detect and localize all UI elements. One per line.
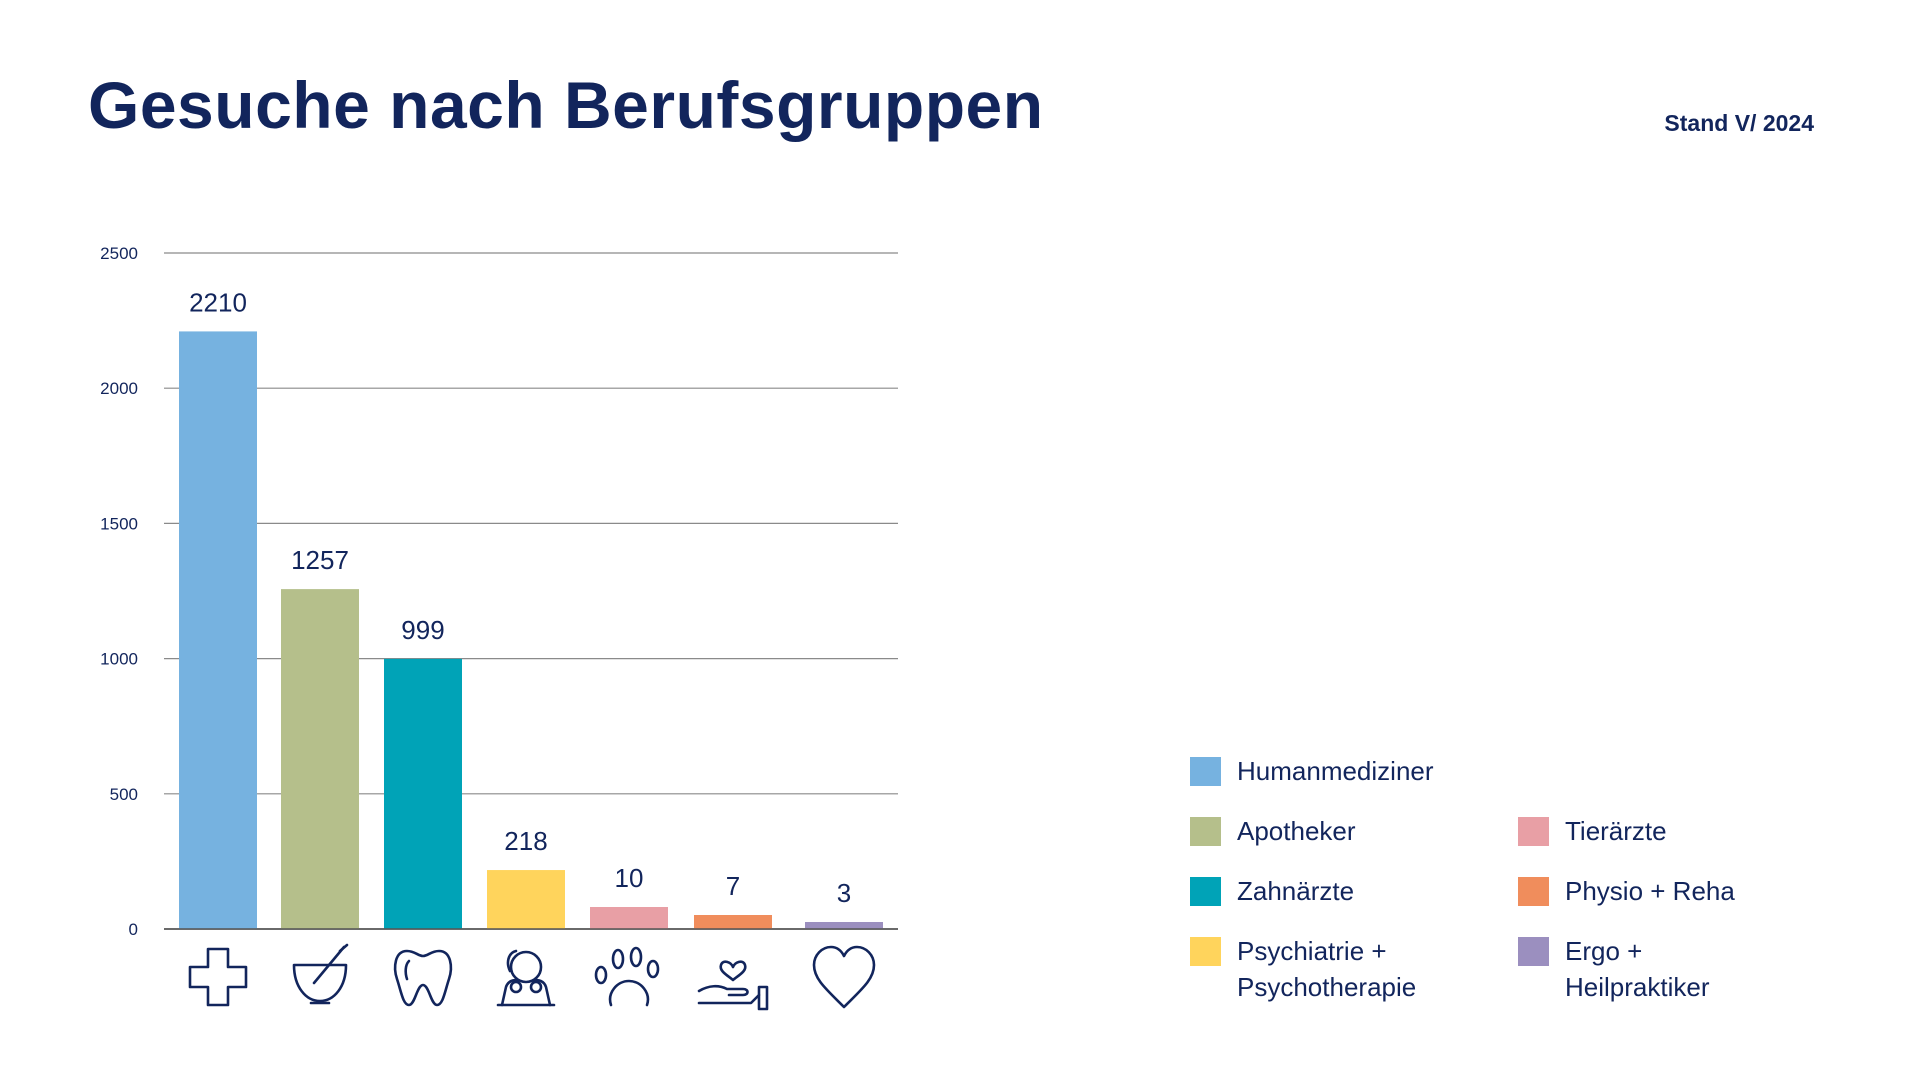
value-label-humanmediziner: 2210: [189, 287, 247, 317]
psychotherapy-person-icon: [496, 949, 556, 1007]
value-label-zahnaerzte: 999: [401, 615, 444, 645]
page-title: Gesuche nach Berufsgruppen: [88, 68, 1044, 142]
legend-swatch: [1190, 937, 1221, 966]
legend-swatch: [1190, 817, 1221, 846]
tooth-icon: [393, 949, 453, 1007]
value-label-apotheker: 1257: [291, 545, 349, 575]
value-label-ergo-heilpraktiker: 3: [837, 878, 851, 908]
bar-physio-reha: [694, 915, 772, 929]
legend-swatch: [1518, 817, 1549, 846]
legend-label: Humanmediziner: [1237, 756, 1434, 786]
legend-item: Apotheker: [1190, 816, 1356, 849]
legend-item: Tierärzte: [1518, 816, 1667, 849]
y-tick-label: 2000: [100, 379, 138, 398]
value-label-physio-reha: 7: [726, 871, 740, 901]
value-label-tieraerzte: 10: [615, 863, 644, 893]
heart-icon: [812, 945, 876, 1009]
chart-y-ticks: 0 500 1000 1500 2000 2500: [100, 244, 138, 939]
legend-item: Humanmediziner: [1190, 756, 1434, 789]
caring-hand-icon: [697, 960, 769, 1011]
bar-tieraerzte: [590, 907, 668, 929]
chart-legend: Humanmediziner Apotheker Zahnärzte Psychiat…: [1190, 756, 1830, 1016]
value-label-psychiatrie-psychotherapie: 218: [504, 826, 547, 856]
y-tick-label: 1500: [100, 514, 138, 533]
paw-icon: [594, 946, 660, 1007]
chart-value-labels: 2210 1257 999 218 10 7 3: [189, 287, 851, 908]
legend-label: Psychiatrie + Psychotherapie: [1237, 936, 1417, 1002]
mortar-pestle-icon: [292, 943, 349, 1005]
stand-date-label: Stand V/ 2024: [1664, 110, 1814, 136]
chart-category-icons: [188, 943, 876, 1011]
legend-swatch: [1518, 937, 1549, 966]
medical-cross-icon: [188, 947, 248, 1007]
bar-ergo-heilpraktiker: [805, 922, 883, 929]
legend-label: Physio + Reha: [1565, 876, 1735, 906]
legend-item: Physio + Reha: [1518, 876, 1735, 909]
legend-swatch: [1190, 877, 1221, 906]
legend-label: Apotheker: [1237, 816, 1356, 846]
y-tick-label: 0: [129, 920, 138, 939]
chart-bars: [164, 331, 898, 930]
bar-psychiatrie-psychotherapie: [487, 870, 565, 929]
y-tick-label: 1000: [100, 650, 138, 669]
legend-label: Tierärzte: [1565, 816, 1667, 846]
bar-apotheker: [281, 589, 359, 929]
bar-humanmediziner: [179, 331, 257, 929]
legend-swatch: [1190, 757, 1221, 786]
legend-item: Psychiatrie + Psychotherapie: [1190, 936, 1416, 1005]
legend-item: Ergo + Heilpraktiker: [1518, 936, 1710, 1005]
y-tick-label: 2500: [100, 244, 138, 263]
bar-zahnaerzte: [384, 658, 462, 929]
legend-label: Ergo + Heilpraktiker: [1565, 936, 1710, 1002]
legend-swatch: [1518, 877, 1549, 906]
legend-label: Zahnärzte: [1237, 876, 1355, 906]
y-tick-label: 500: [110, 785, 138, 804]
legend-item: Zahnärzte: [1190, 876, 1354, 909]
